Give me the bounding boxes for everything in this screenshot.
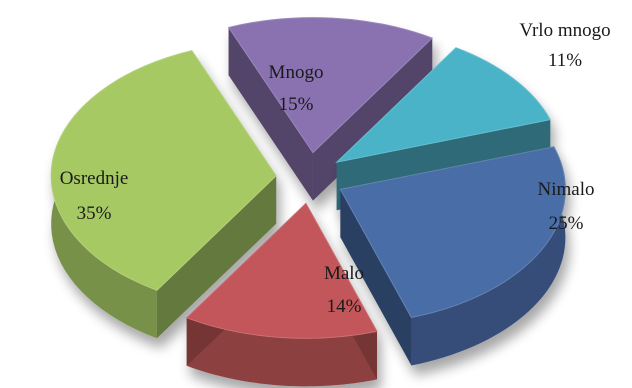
slice-vrlo-mnogo — [335, 47, 551, 211]
slice-label-mnogo-value: 15% — [279, 94, 314, 115]
slice-label-osrednje-value: 35% — [77, 203, 112, 224]
slice-label-vrlo-mnogo-value: 11% — [548, 50, 582, 71]
slice-label-nimalo-name: Nimalo — [538, 179, 595, 200]
slice-label-vrlo-mnogo-name: Vrlo mnogo — [519, 20, 610, 41]
slice-label-malo-name: Malo — [324, 263, 364, 284]
slice-label-nimalo-value: 25% — [549, 213, 584, 234]
slice-nimalo-wall-1 — [340, 189, 412, 366]
slice-osrednje-wall-0 — [156, 175, 277, 339]
slice-mnogo-top — [227, 17, 434, 154]
slice-nimalo — [339, 146, 566, 366]
slice-mnogo-wall-0 — [228, 27, 313, 201]
slice-label-mnogo-name: Mnogo — [269, 62, 324, 83]
slice-osrednje — [50, 50, 277, 339]
slice-label-malo-value: 14% — [327, 296, 362, 317]
slice-malo-outer-side — [186, 317, 377, 387]
slice-label-malo: Malo 14% — [324, 263, 364, 317]
slice-nimalo-outer-side — [411, 146, 566, 366]
slice-label-vrlo-mnogo: Vrlo mnogo 11% — [519, 20, 610, 71]
slice-label-nimalo: Nimalo 25% — [538, 179, 595, 234]
slice-label-osrednje-name: Osrednje — [60, 168, 129, 189]
slice-label-mnogo: Mnogo 15% — [269, 62, 324, 115]
slice-nimalo-top — [339, 146, 566, 319]
slice-malo — [185, 202, 378, 387]
slice-malo-top — [185, 202, 378, 339]
pie-slices — [50, 17, 566, 387]
slice-label-osrednje: Osrednje 35% — [60, 168, 129, 224]
slice-osrednje-top — [50, 50, 277, 291]
slice-vrlo-mnogo-top — [335, 47, 551, 164]
